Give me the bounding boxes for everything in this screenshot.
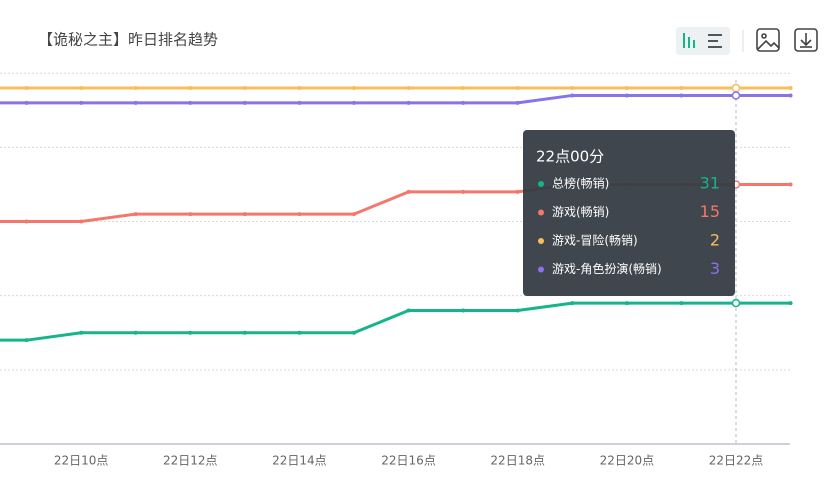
legend-dot [538, 238, 544, 244]
data-point [24, 86, 29, 91]
x-tick-label: 22日18点 [490, 454, 545, 468]
x-tick-label: 22日22点 [709, 454, 764, 468]
list-icon [708, 34, 722, 48]
legend-entry: 游戏(畅销) [552, 205, 609, 219]
legend-entry: 游戏-冒险(畅销) [552, 233, 638, 248]
data-point [624, 86, 629, 91]
toolbar [676, 27, 818, 55]
data-point [406, 100, 411, 105]
data-point [461, 100, 466, 105]
data-point [351, 86, 356, 91]
data-point [133, 100, 138, 105]
chart-title: 【诡秘之主】昨日排名趋势 [38, 31, 218, 49]
data-point [570, 86, 575, 91]
x-tick-label: 22日16点 [381, 454, 436, 468]
data-point [133, 212, 138, 217]
legend-entry: 总榜(畅销) [552, 176, 609, 191]
data-point [188, 330, 193, 335]
data-point [788, 301, 793, 306]
data-point [242, 100, 247, 105]
data-point [515, 189, 520, 194]
data-point [624, 301, 629, 306]
data-point [188, 86, 193, 91]
data-point [79, 219, 84, 224]
data-point [297, 86, 302, 91]
tooltip-value: 3 [710, 259, 720, 278]
data-point [351, 330, 356, 335]
tooltip-box [523, 130, 735, 296]
data-point [188, 100, 193, 105]
legend-entry: 游戏-角色扮演(畅销) [552, 261, 662, 276]
data-point [24, 100, 29, 105]
tooltip-value: 15 [700, 202, 720, 221]
legend-dot [538, 209, 544, 216]
data-point [24, 219, 29, 224]
data-point [679, 301, 684, 306]
data-point [624, 93, 629, 98]
data-point [731, 83, 741, 93]
tooltip-value: 31 [700, 174, 720, 193]
data-point [570, 93, 575, 98]
data-point [242, 330, 247, 335]
data-point [188, 212, 193, 217]
x-tick-label: 22日12点 [163, 454, 218, 468]
data-point [406, 189, 411, 194]
data-point [79, 100, 84, 105]
data-point [133, 86, 138, 91]
data-point [242, 212, 247, 217]
tooltip-title: 22点00分 [536, 148, 604, 166]
x-tick-label: 22日10点 [54, 454, 109, 468]
data-point [297, 212, 302, 217]
data-point [515, 308, 520, 313]
data-point [515, 86, 520, 91]
x-tick-label: 22日14点 [272, 454, 327, 468]
data-point [351, 100, 356, 105]
data-point [24, 338, 29, 343]
data-point [133, 330, 138, 335]
x-tick-label: 22日20点 [600, 454, 655, 468]
data-point [297, 100, 302, 105]
data-point [297, 330, 302, 335]
data-point [242, 86, 247, 91]
data-point [79, 86, 84, 91]
data-point [461, 308, 466, 313]
data-point [515, 100, 520, 105]
save-image-button[interactable] [756, 28, 780, 52]
data-point [731, 298, 741, 308]
data-point [570, 301, 575, 306]
download-button[interactable] [794, 28, 818, 52]
data-point [461, 189, 466, 194]
data-point [79, 330, 84, 335]
data-point [406, 86, 411, 91]
data-point [351, 212, 356, 217]
legend-dot [538, 266, 544, 273]
data-point [788, 93, 793, 98]
data-point [406, 308, 411, 313]
data-point [788, 86, 793, 91]
legend-dot [538, 181, 544, 187]
data-point [788, 182, 793, 187]
series-line [0, 301, 791, 342]
data-point [679, 93, 684, 98]
series-line [0, 93, 791, 105]
data-point [731, 91, 741, 100]
data-point [461, 86, 466, 91]
bar-icon [683, 33, 695, 48]
tooltip-value: 2 [710, 231, 720, 250]
data-point [679, 86, 684, 91]
